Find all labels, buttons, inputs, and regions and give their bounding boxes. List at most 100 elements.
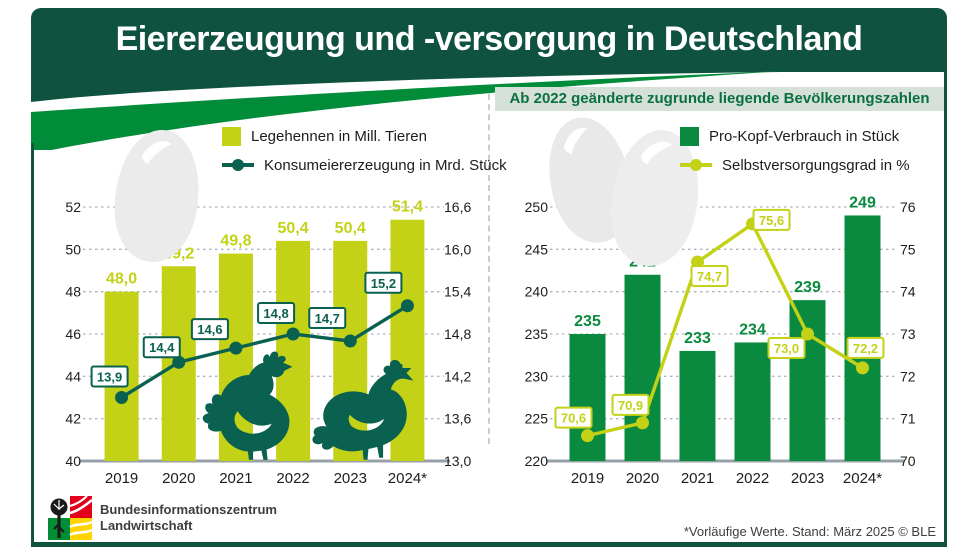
egg-icon (114, 130, 199, 262)
point-label-box (846, 336, 885, 359)
y-axis-right-tick: 15,4 (444, 284, 471, 300)
bar-swatch (680, 126, 699, 146)
logo-line2: Landwirtschaft (100, 518, 193, 533)
data-point (343, 334, 357, 348)
legend-label: Konsumeiererzeugung in Mrd. Stück (264, 156, 507, 174)
legend-left-chart: Legehennen in Mill. Tieren Konsumeiererz… (222, 126, 507, 175)
point-label-box (752, 208, 791, 231)
point-label-box (767, 337, 806, 359)
point-label: 13,9 (97, 370, 122, 385)
y-axis-left-tick: 245 (525, 241, 549, 257)
data-point (636, 416, 649, 430)
point-label-box (190, 318, 229, 341)
y-axis-right-tick: 13,6 (444, 411, 471, 427)
y-axis-right-tick: 14,8 (444, 326, 471, 342)
bar (679, 350, 716, 461)
bar (734, 342, 771, 461)
point-label-box (90, 365, 129, 388)
line-series (120, 304, 409, 399)
data-point (400, 299, 414, 313)
x-axis-label: 2020 (162, 470, 195, 487)
y-axis-right-tick: 16,0 (444, 241, 471, 257)
y-axis-right-tick: 14,2 (444, 368, 471, 384)
bar-value-label: 249 (849, 194, 876, 211)
swoosh-shape (31, 71, 783, 150)
y-axis-right-tick: 73 (900, 326, 916, 342)
y-axis-left-tick: 40 (65, 453, 81, 469)
y-axis-right-tick: 74 (900, 284, 916, 300)
point-label: 15,2 (371, 276, 396, 291)
x-axis-label: 2024* (843, 470, 882, 487)
x-axis-label: 2024* (388, 470, 427, 487)
x-axis-label: 2021 (681, 470, 714, 487)
frame-border-bottom (31, 542, 947, 547)
point-label-box (690, 265, 729, 288)
data-point (115, 391, 129, 404)
point-label: 75,6 (759, 213, 784, 228)
y-axis-right-tick: 72 (900, 368, 916, 384)
point-label: 74,7 (697, 269, 722, 284)
point-label: 73,0 (774, 341, 799, 356)
bar-value-label: 235 (574, 313, 601, 330)
data-point (286, 327, 300, 341)
point-label-box (364, 271, 403, 294)
egg-icon (610, 130, 699, 266)
legend-item-self-sufficiency: Selbstversorgungsgrad in % (680, 155, 910, 175)
bar-swatch (222, 126, 241, 146)
point-label: 72,2 (853, 341, 878, 356)
line-series (587, 221, 864, 438)
point-label: 14,4 (149, 340, 175, 355)
y-axis-right-tick: 13,0 (444, 453, 471, 469)
x-axis-label: 2023 (334, 470, 367, 487)
bar-value-label: 234 (739, 321, 766, 338)
legend-item-laying-hens: Legehennen in Mill. Tieren (222, 126, 507, 146)
y-axis-right-tick: 16,6 (444, 199, 471, 215)
legend-item-egg-production: Konsumeiererzeugung in Mrd. Stück (222, 155, 507, 175)
x-axis-label: 2022 (736, 470, 769, 487)
y-axis-left-tick: 220 (525, 453, 549, 469)
x-axis-label: 2019 (571, 470, 604, 487)
bar (624, 274, 661, 461)
logo-text: Bundesinformationszentrum Landwirtschaft (100, 502, 277, 534)
bar (789, 300, 826, 461)
point-label-box (257, 302, 296, 324)
source-footnote: *Vorläufige Werte. Stand: März 2025 © BL… (683, 524, 936, 539)
y-axis-left-tick: 230 (525, 368, 549, 384)
y-axis-left-tick: 42 (65, 411, 81, 427)
y-axis-left-tick: 240 (525, 284, 549, 300)
legend-label: Legehennen in Mill. Tieren (251, 127, 427, 145)
y-axis-left-tick: 52 (65, 199, 81, 215)
y-axis-right-tick: 76 (900, 199, 916, 215)
bar-value-label: 239 (794, 279, 821, 296)
data-point (856, 361, 869, 375)
bar-value-label: 233 (684, 330, 711, 347)
point-label: 70,6 (561, 411, 586, 426)
frame-border-left (31, 143, 34, 545)
y-axis-left-tick: 235 (525, 326, 549, 342)
data-point (801, 327, 814, 341)
y-axis-right-tick: 70 (900, 453, 916, 469)
point-label: 14,8 (263, 306, 288, 321)
x-axis-label: 2020 (626, 470, 659, 487)
data-point (229, 341, 243, 355)
y-axis-right-tick: 71 (900, 411, 916, 427)
point-label-box (142, 336, 181, 359)
bar-value-label: 50,4 (335, 220, 366, 237)
legend-label: Pro-Kopf-Verbrauch in Stück (709, 127, 900, 145)
page-title: Eiererzeugung und -versorgung in Deutsch… (115, 20, 863, 58)
x-axis-label: 2019 (105, 470, 138, 487)
point-label: 14,6 (197, 322, 222, 337)
y-axis-left-tick: 44 (65, 368, 81, 384)
y-axis-left-tick: 250 (525, 199, 549, 215)
y-axis-left-tick: 46 (65, 326, 81, 342)
eggs-pair-icon (549, 117, 699, 266)
point-label-box (554, 406, 593, 429)
bar-value-label: 48,0 (106, 271, 137, 288)
y-axis-left-tick: 225 (525, 411, 549, 427)
x-axis-label: 2023 (791, 470, 824, 487)
header-banner (31, 8, 947, 150)
population-note-banner: Ab 2022 geänderte zugrunde liegende Bevö… (495, 87, 944, 111)
header-background (31, 8, 947, 102)
data-point (172, 355, 186, 369)
